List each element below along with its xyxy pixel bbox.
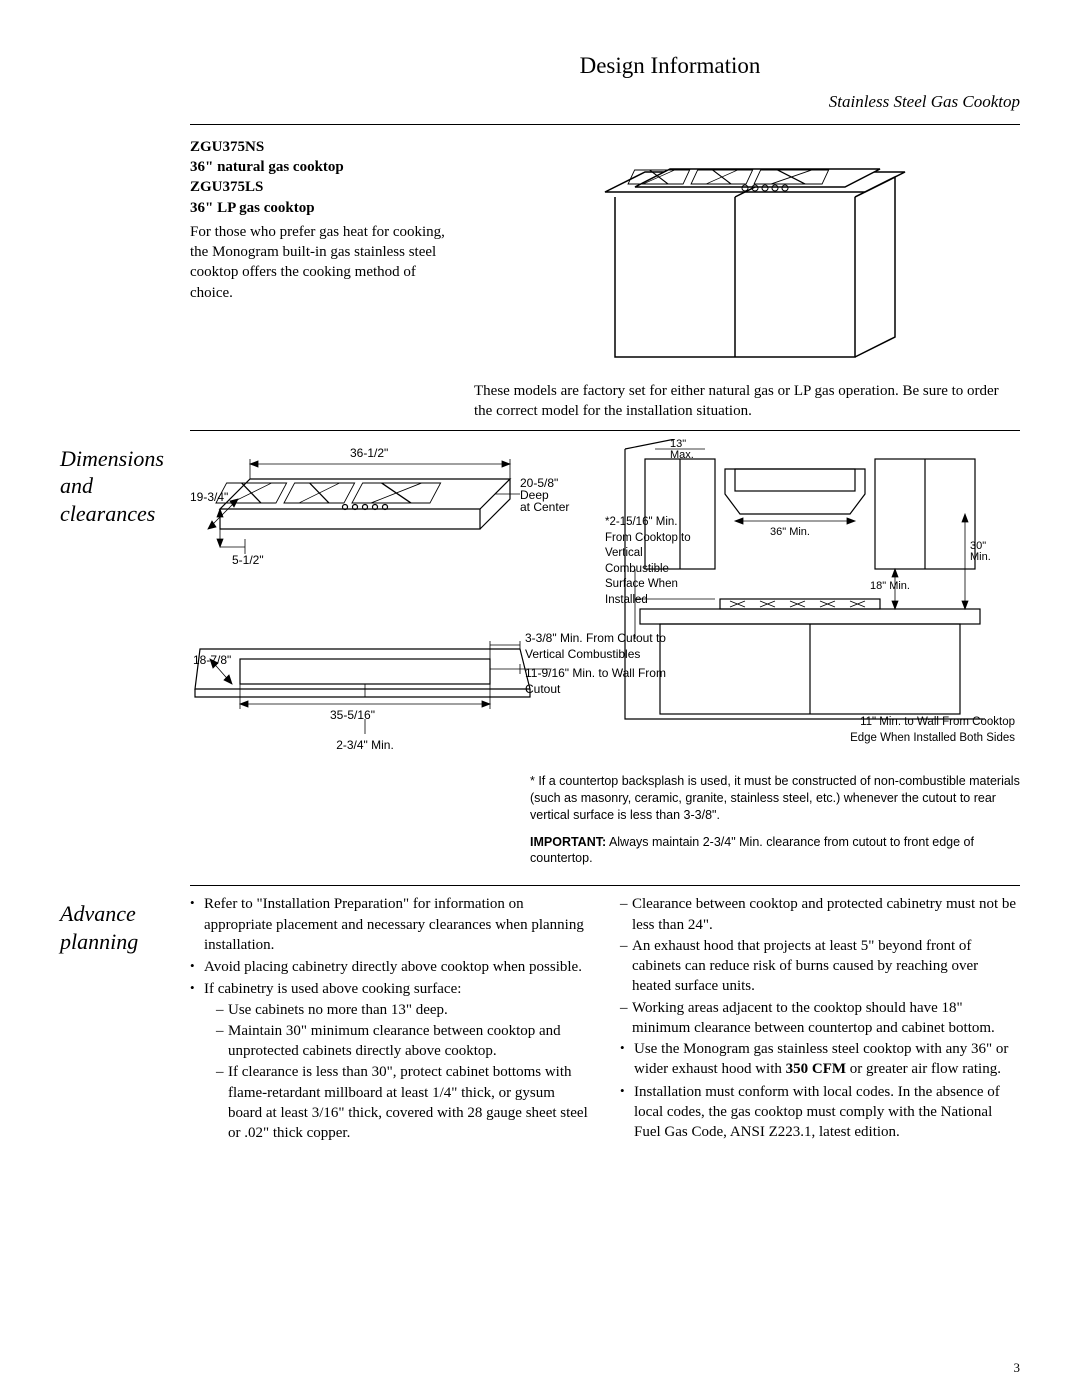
- page-title: Design Information: [60, 50, 1020, 81]
- advance-heading: Advance planning: [60, 894, 190, 955]
- adv-b4: Use the Monogram gas stainless steel coo…: [620, 1039, 1020, 1080]
- rule-2: [190, 430, 1020, 431]
- page-number: 3: [1014, 1359, 1021, 1377]
- svg-text:36" Min.: 36" Min.: [770, 526, 810, 538]
- adv-b1: Refer to "Installation Preparation" for …: [190, 894, 590, 955]
- dim-depth-left: 19-3/4": [190, 490, 228, 504]
- adv-b2: Avoid placing cabinetry directly above c…: [190, 957, 590, 977]
- svg-text:30"Min.: 30"Min.: [970, 540, 991, 563]
- page-subtitle: Stainless Steel Gas Cooktop: [60, 91, 1020, 114]
- adv-b3a: Use cabinets no more than 13" deep.: [216, 1000, 590, 1020]
- cutout-depth: 18-7/8": [193, 653, 231, 667]
- install-side-clearance: *2-15/16" Min. From Cooktop to Vertical …: [605, 515, 705, 608]
- dim-height: 5-1/2": [232, 553, 264, 567]
- intro-paragraph: For those who prefer gas heat for cookin…: [190, 222, 450, 303]
- dim-width: 36-1/2": [350, 446, 388, 460]
- installation-diagram: 13"Max. 36" Min. 18" Min. 30"Min. *2-15/…: [615, 439, 1020, 765]
- adv-b5: Installation must conform with local cod…: [620, 1082, 1020, 1143]
- model2-desc: 36" LP gas cooktop: [190, 200, 315, 216]
- factory-note: These models are factory set for either …: [474, 381, 1020, 422]
- adv-d2: An exhaust hood that projects at least 5…: [620, 936, 1020, 997]
- adv-d1: Clearance between cooktop and protected …: [620, 894, 1020, 935]
- cutout-width: 35-5/16": [330, 708, 375, 722]
- adv-b3c: If clearance is less than 30", protect c…: [216, 1062, 590, 1143]
- rule-3: [190, 885, 1020, 886]
- svg-text:13"Max.: 13"Max.: [670, 439, 694, 461]
- intro-side-heading: [60, 137, 190, 143]
- cooktop-illustration: [490, 137, 1020, 373]
- svg-text:18" Min.: 18" Min.: [870, 580, 910, 592]
- install-wall-note: 11" Min. to Wall From Cooktop Edge When …: [845, 715, 1015, 746]
- cutout-front: 2-3/4" Min.: [336, 738, 394, 752]
- footnote-star: * If a countertop backsplash is used, it…: [530, 773, 1020, 824]
- cutout-combustibles: 3-3/8" Min. From Cutout to Vertical Comb…: [525, 630, 685, 662]
- dims-footnotes: * If a countertop backsplash is used, it…: [530, 773, 1020, 867]
- intro-text-block: ZGU375NS 36" natural gas cooktop ZGU375L…: [190, 137, 450, 373]
- advance-col-2: Clearance between cooktop and protected …: [620, 894, 1020, 1145]
- cutout-wall: 11-9/16" Min. to Wall From Cutout: [525, 665, 685, 697]
- top-rule: [190, 124, 1020, 125]
- svg-text:20-5/8"Deepat Center: 20-5/8"Deepat Center: [520, 476, 569, 514]
- top-view-diagram: 36-1/2" 19-3/4" 20-5/8"Deepat Center 5-1…: [190, 439, 595, 765]
- advance-col-1: Refer to "Installation Preparation" for …: [190, 894, 590, 1145]
- model1-desc: 36" natural gas cooktop: [190, 159, 344, 175]
- model1-code: ZGU375NS: [190, 139, 264, 155]
- model2-code: ZGU375LS: [190, 179, 263, 195]
- adv-b3: If cabinetry is used above cooking surfa…: [190, 979, 590, 1143]
- adv-b3b: Maintain 30" minimum clearance between c…: [216, 1021, 590, 1062]
- dims-heading: Dimensions and clearances: [60, 439, 190, 528]
- adv-d3: Working areas adjacent to the cooktop sh…: [620, 998, 1020, 1039]
- footnote-important-label: IMPORTANT:: [530, 835, 606, 849]
